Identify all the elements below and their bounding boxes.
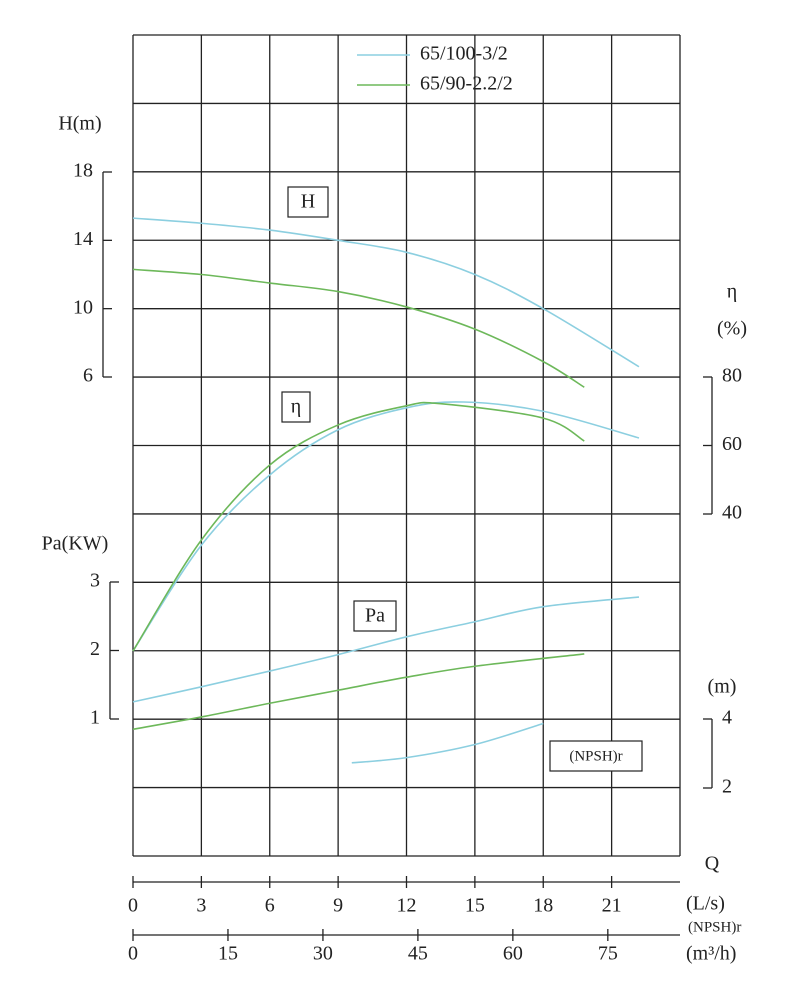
y-tick-label: 2 — [722, 776, 732, 798]
curve — [132, 268, 585, 388]
x-tick-label: 18 — [533, 895, 553, 917]
x-tick-label: 21 — [602, 895, 622, 917]
axis-label: (%) — [717, 318, 747, 340]
box-label: H — [301, 191, 315, 213]
y-tick-label: 4 — [722, 707, 732, 729]
curve — [132, 653, 585, 731]
x-tick-label: 9 — [333, 895, 343, 917]
box-label: η — [291, 396, 301, 418]
x2-tick-label: 75 — [598, 943, 618, 965]
axis-label: η — [727, 281, 737, 303]
x-tick-label: 12 — [397, 895, 417, 917]
y-tick-label: 60 — [722, 433, 742, 455]
x2-tick-label: 0 — [128, 943, 138, 965]
x-label: Q — [705, 853, 720, 875]
x-tick-label: 6 — [265, 895, 275, 917]
x2-tick-label: 60 — [503, 943, 523, 965]
x2-tick-label: 30 — [313, 943, 333, 965]
y-tick-label: 3 — [90, 570, 100, 592]
y-tick-label: 1 — [90, 707, 100, 729]
legend-label: 65/100-3/2 — [420, 43, 508, 65]
curve — [351, 722, 544, 764]
curve — [132, 401, 585, 652]
curve — [132, 217, 640, 368]
curve — [132, 401, 640, 652]
x2-tick-label: 15 — [218, 943, 238, 965]
x2-unit: (m³/h) — [686, 943, 736, 965]
x-tick-label: 0 — [128, 895, 138, 917]
y-tick-label: 2 — [90, 638, 100, 660]
x2-label: (NPSH)r — [688, 919, 741, 935]
y-tick-label: 10 — [73, 296, 93, 318]
y-tick-label: 40 — [722, 502, 742, 524]
y-tick-label: 80 — [722, 365, 742, 387]
legend-label: 65/90-2.2/2 — [420, 73, 513, 95]
label-box — [353, 600, 397, 632]
x-tick-label: 15 — [465, 895, 485, 917]
x-tick-label: 3 — [196, 895, 206, 917]
label-box — [281, 391, 311, 423]
x-unit: (L/s) — [686, 893, 725, 915]
curve — [132, 596, 640, 703]
x2-tick-label: 45 — [408, 943, 428, 965]
box-label: Pa — [365, 605, 385, 627]
axis-label: Pa(KW) — [42, 533, 109, 555]
y-tick-label: 6 — [83, 365, 93, 387]
y-tick-label: 14 — [73, 228, 93, 250]
axis-label: (m) — [708, 676, 737, 698]
axis-label: H(m) — [58, 113, 101, 135]
label-box — [549, 740, 643, 772]
box-label: (NPSH)r — [569, 748, 622, 764]
label-box — [287, 186, 329, 218]
y-tick-label: 18 — [73, 160, 93, 182]
